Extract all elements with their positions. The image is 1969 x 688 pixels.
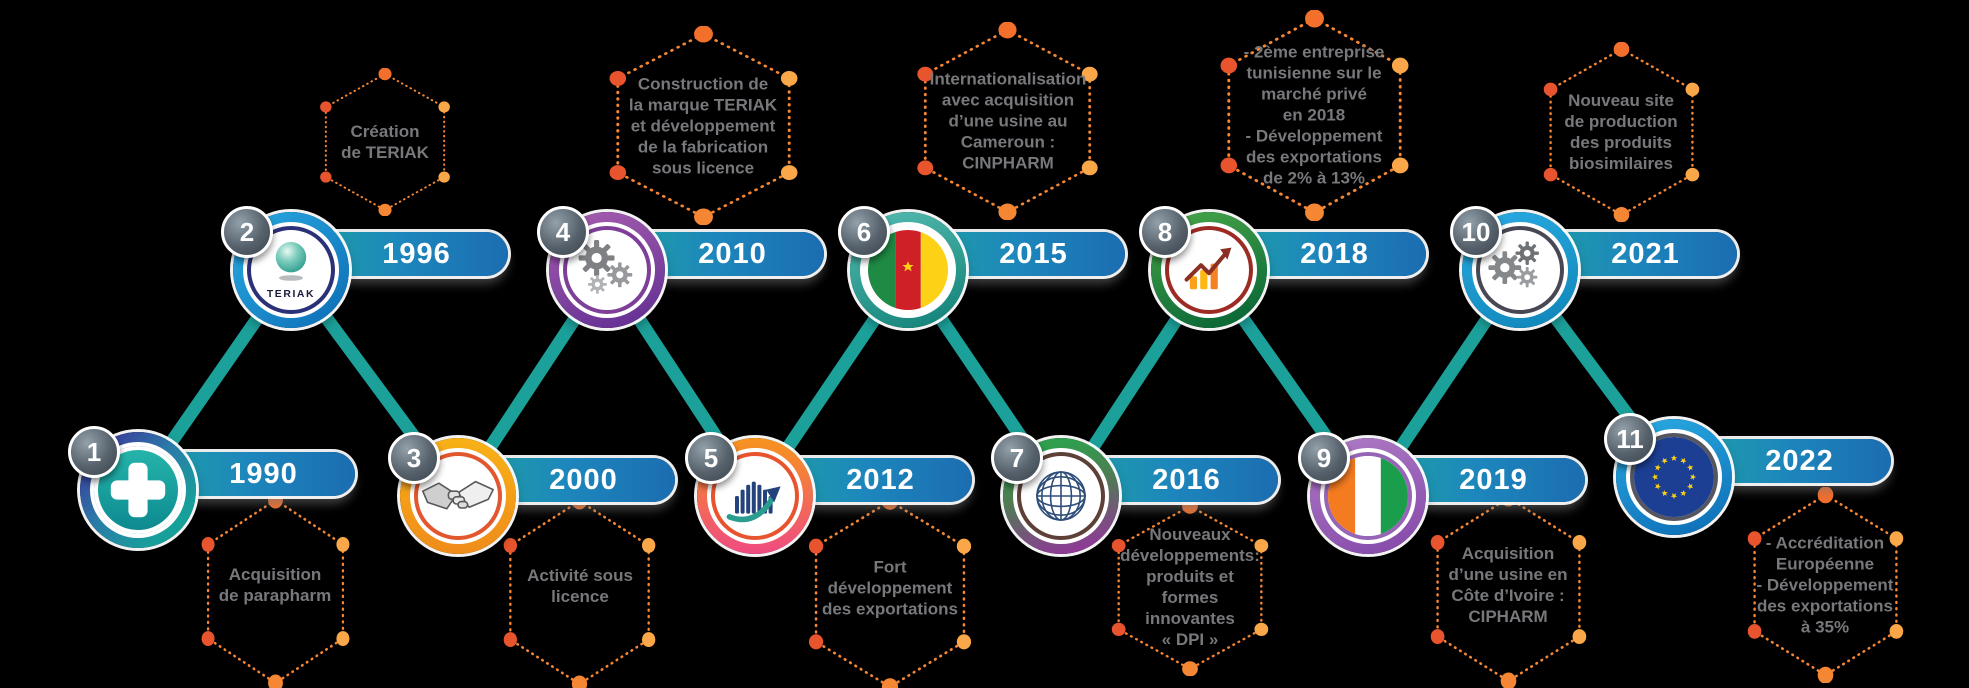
milestone-number-badge: 3 [388, 432, 440, 484]
year-label: 2018 [1300, 237, 1369, 270]
year-label: 2000 [549, 463, 618, 496]
milestone-number-badge: 6 [838, 206, 890, 258]
milestone-number-badge: 2 [221, 206, 273, 258]
note-text-2000: Activité sous licence [527, 566, 633, 606]
handshake-icon [422, 480, 494, 510]
milestone-icon-disc [414, 452, 502, 540]
note-text-2010: Construction de la marque TERIAK et déve… [628, 74, 778, 178]
year-label: 1996 [382, 237, 451, 270]
milestone-number-badge: 1 [68, 426, 120, 478]
milestone-number: 11 [1616, 423, 1644, 454]
milestone-number-badge: 11 [1604, 413, 1656, 465]
milestone-number: 9 [1316, 442, 1332, 473]
medical-cross-icon [110, 462, 166, 518]
growth-chart-icon [726, 481, 781, 523]
note-text-2021: Nouveau site de production des produits … [1564, 91, 1678, 173]
note-text-2022: - Accréditation Européenne - Développeme… [1756, 533, 1894, 637]
teriak-logo-icon: TERIAK [267, 242, 315, 300]
globe-icon [1036, 471, 1086, 521]
year-label: 2021 [1611, 237, 1680, 270]
year-label: 2010 [698, 237, 767, 270]
note-text-2018: - 2ème entreprise tunisienne sur le marc… [1243, 42, 1385, 188]
milestone-number: 6 [856, 216, 872, 247]
milestone-number: 2 [239, 216, 255, 247]
milestone-number: 10 [1461, 216, 1491, 247]
milestone-number-badge: 8 [1139, 206, 1191, 258]
note-text-1990: Acquisition de parapharm [218, 565, 332, 605]
milestone-number-badge: 7 [991, 432, 1043, 484]
milestone-number: 4 [555, 216, 571, 247]
note-text-2016: Nouveaux développements: produits et for… [1120, 525, 1260, 649]
teriak-logo-text: TERIAK [267, 289, 315, 300]
year-label: 2015 [999, 237, 1068, 270]
milestone-icon-disc [563, 226, 651, 314]
milestone-number: 7 [1009, 442, 1025, 473]
note-text-2019: Acquisition d’une usine en Côte d’Ivoire… [1448, 544, 1568, 626]
year-label: 2012 [846, 463, 915, 496]
milestone-number: 1 [86, 436, 102, 467]
note-text-2012: Fort développement des exportations [821, 557, 959, 619]
year-label: 2022 [1765, 444, 1834, 477]
milestone-number-badge: 9 [1298, 432, 1350, 484]
milestone-number: 8 [1157, 216, 1173, 247]
milestone-number-badge: 10 [1450, 206, 1502, 258]
milestone-ring: TERIAK [233, 212, 349, 328]
milestone-number: 3 [406, 442, 422, 473]
year-label: 2016 [1152, 463, 1221, 496]
note-text-1996: Création de TERIAK [341, 122, 429, 162]
year-label: 2019 [1459, 463, 1528, 496]
milestone-number: 5 [703, 442, 719, 473]
note-text-2015: Internationalisation avec acquisition d’… [929, 69, 1087, 173]
milestone-number-badge: 5 [685, 432, 737, 484]
year-label: 1990 [229, 457, 298, 490]
milestone-ring [1003, 438, 1119, 554]
milestone-ring [400, 438, 516, 554]
bar-chart-arrow-icon [1184, 247, 1232, 290]
milestone-number-badge: 4 [537, 206, 589, 258]
